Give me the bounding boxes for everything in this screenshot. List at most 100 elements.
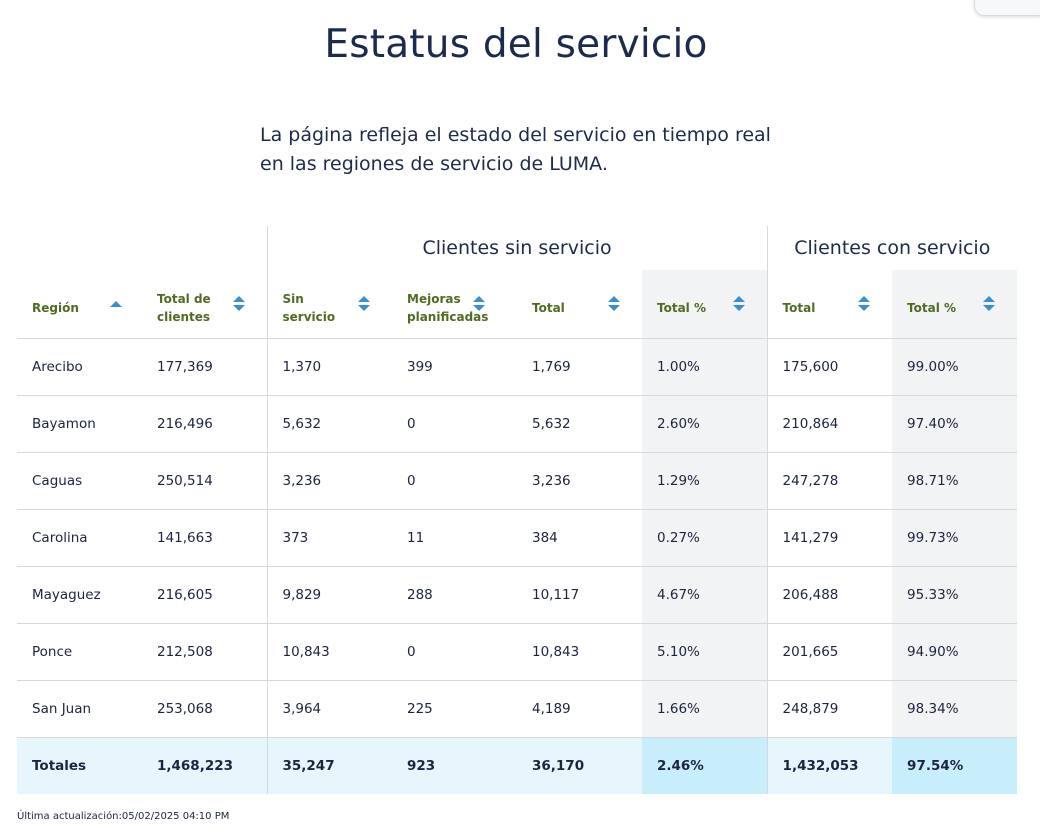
sort-asc-icon[interactable] [110,295,122,313]
column-header-label: Total % [907,301,957,315]
cell-total-sin: 36,170 [517,737,642,794]
cell-mejoras: 225 [392,680,517,738]
table-row: Arecibo 177,369 1,370 399 1,769 1.00% 17… [17,338,1018,396]
group-header-row: Clientes sin servicio Clientes con servi… [17,226,1018,270]
cell-mejoras: 11 [392,509,517,567]
sort-arrows-icon[interactable] [358,295,370,313]
table-body: Arecibo 177,369 1,370 399 1,769 1.00% 17… [17,338,1018,794]
last-updated: Última actualización:05/02/2025 04:10 PM [17,811,230,822]
cell-total-con: 247,278 [766,452,893,510]
column-header-label: Total [782,301,816,315]
column-header-label: Mejoras planificadas [407,292,489,324]
table-row: Mayaguez 216,605 9,829 288 10,117 4.67% … [17,566,1018,624]
column-header-row: Región Total de clientes Sin servicio Me… [17,270,1018,339]
column-header-label: Total [532,301,565,315]
page-title: Estatus del servicio [324,22,708,67]
cell-total-con: 141,279 [766,509,893,567]
cell-pct-sin: 0.27% [642,509,768,567]
cell-sin-servicio: 1,370 [266,338,392,396]
cell-region: Totales [17,737,142,794]
cell-total-sin: 3,236 [517,452,642,510]
column-header-label: Sin servicio [282,292,336,324]
cell-pct-con: 97.40% [892,395,1018,453]
group-header-con-servicio: Clientes con servicio [766,226,1018,270]
cell-pct-con: 98.34% [892,680,1018,738]
cell-pct-sin: 4.67% [642,566,768,624]
column-header-label: Total de clientes [157,292,211,324]
cell-pct-sin: 2.60% [642,395,768,453]
cell-region: Arecibo [17,338,142,396]
table-row: Ponce 212,508 10,843 0 10,843 5.10% 201,… [17,623,1018,681]
cell-mejoras: 923 [392,737,517,794]
cell-total-con: 206,488 [766,566,893,624]
cell-region: Ponce [17,623,142,681]
table-row: Bayamon 216,496 5,632 0 5,632 2.60% 210,… [17,395,1018,453]
column-header-mejoras-planificadas[interactable]: Mejoras planificadas [392,270,517,339]
cell-region: Carolina [17,509,142,567]
cell-region: San Juan [17,680,142,738]
sort-arrows-icon[interactable] [473,295,485,313]
cell-total-clientes: 1,468,223 [142,737,267,794]
cell-sin-servicio: 10,843 [266,623,392,681]
column-header-pct-sin[interactable]: Total % [642,270,768,339]
column-header-label: Total % [657,301,706,315]
cell-sin-servicio: 35,247 [266,737,392,794]
cell-total-clientes: 212,508 [142,623,267,681]
cell-total-sin: 5,632 [517,395,642,453]
cell-region: Mayaguez [17,566,142,624]
sort-arrows-icon[interactable] [858,295,871,313]
cell-total-clientes: 141,663 [142,509,267,567]
cell-total-clientes: 216,605 [142,566,267,624]
cell-total-clientes: 250,514 [142,452,267,510]
column-header-total-clientes[interactable]: Total de clientes [142,270,267,339]
cell-total-sin: 10,117 [517,566,642,624]
sort-arrows-icon[interactable] [732,295,745,313]
cell-total-clientes: 253,068 [142,680,267,738]
cell-sin-servicio: 3,236 [266,452,392,510]
cell-mejoras: 399 [392,338,517,396]
column-header-total-sin[interactable]: Total [517,270,642,339]
cell-pct-sin: 1.29% [642,452,768,510]
cell-mejoras: 0 [392,623,517,681]
service-status-table: Clientes sin servicio Clientes con servi… [17,226,1018,794]
corner-tab[interactable] [974,0,1040,16]
column-header-label: Región [32,301,79,315]
cell-sin-servicio: 373 [266,509,392,567]
column-header-region[interactable]: Región [17,270,142,339]
cell-region: Bayamon [17,395,142,453]
cell-mejoras: 288 [392,566,517,624]
cell-total-sin: 1,769 [517,338,642,396]
cell-pct-sin: 5.10% [642,623,768,681]
cell-total-clientes: 177,369 [142,338,267,396]
cell-sin-servicio: 5,632 [266,395,392,453]
cell-total-con: 175,600 [766,338,893,396]
page-description: La página refleja el estado del servicio… [260,124,771,175]
cell-total-sin: 4,189 [517,680,642,738]
sort-arrows-icon[interactable] [983,295,996,313]
cell-pct-con: 99.00% [892,338,1018,396]
table-row: Carolina 141,663 373 11 384 0.27% 141,27… [17,509,1018,567]
cell-pct-sin: 2.46% [642,737,768,794]
sort-arrows-icon[interactable] [608,295,620,313]
column-header-total-con[interactable]: Total [766,270,893,339]
group-header-empty [17,226,267,270]
column-header-sin-servicio[interactable]: Sin servicio [266,270,392,339]
cell-mejoras: 0 [392,395,517,453]
cell-sin-servicio: 3,964 [266,680,392,738]
cell-sin-servicio: 9,829 [266,566,392,624]
cell-pct-con: 98.71% [892,452,1018,510]
service-status-table-wrap: Clientes sin servicio Clientes con servi… [17,226,1018,794]
cell-total-sin: 10,843 [517,623,642,681]
table-row: Caguas 250,514 3,236 0 3,236 1.29% 247,2… [17,452,1018,510]
table-row: San Juan 253,068 3,964 225 4,189 1.66% 2… [17,680,1018,738]
group-header-sin-servicio: Clientes sin servicio [266,226,768,270]
cell-total-clientes: 216,496 [142,395,267,453]
sort-arrows-icon[interactable] [232,295,245,313]
cell-total-con: 210,864 [766,395,893,453]
cell-total-con: 201,665 [766,623,893,681]
cell-total-sin: 384 [517,509,642,567]
cell-mejoras: 0 [392,452,517,510]
column-header-pct-con[interactable]: Total % [892,270,1018,339]
cell-pct-sin: 1.00% [642,338,768,396]
cell-pct-con: 97.54% [892,737,1018,794]
